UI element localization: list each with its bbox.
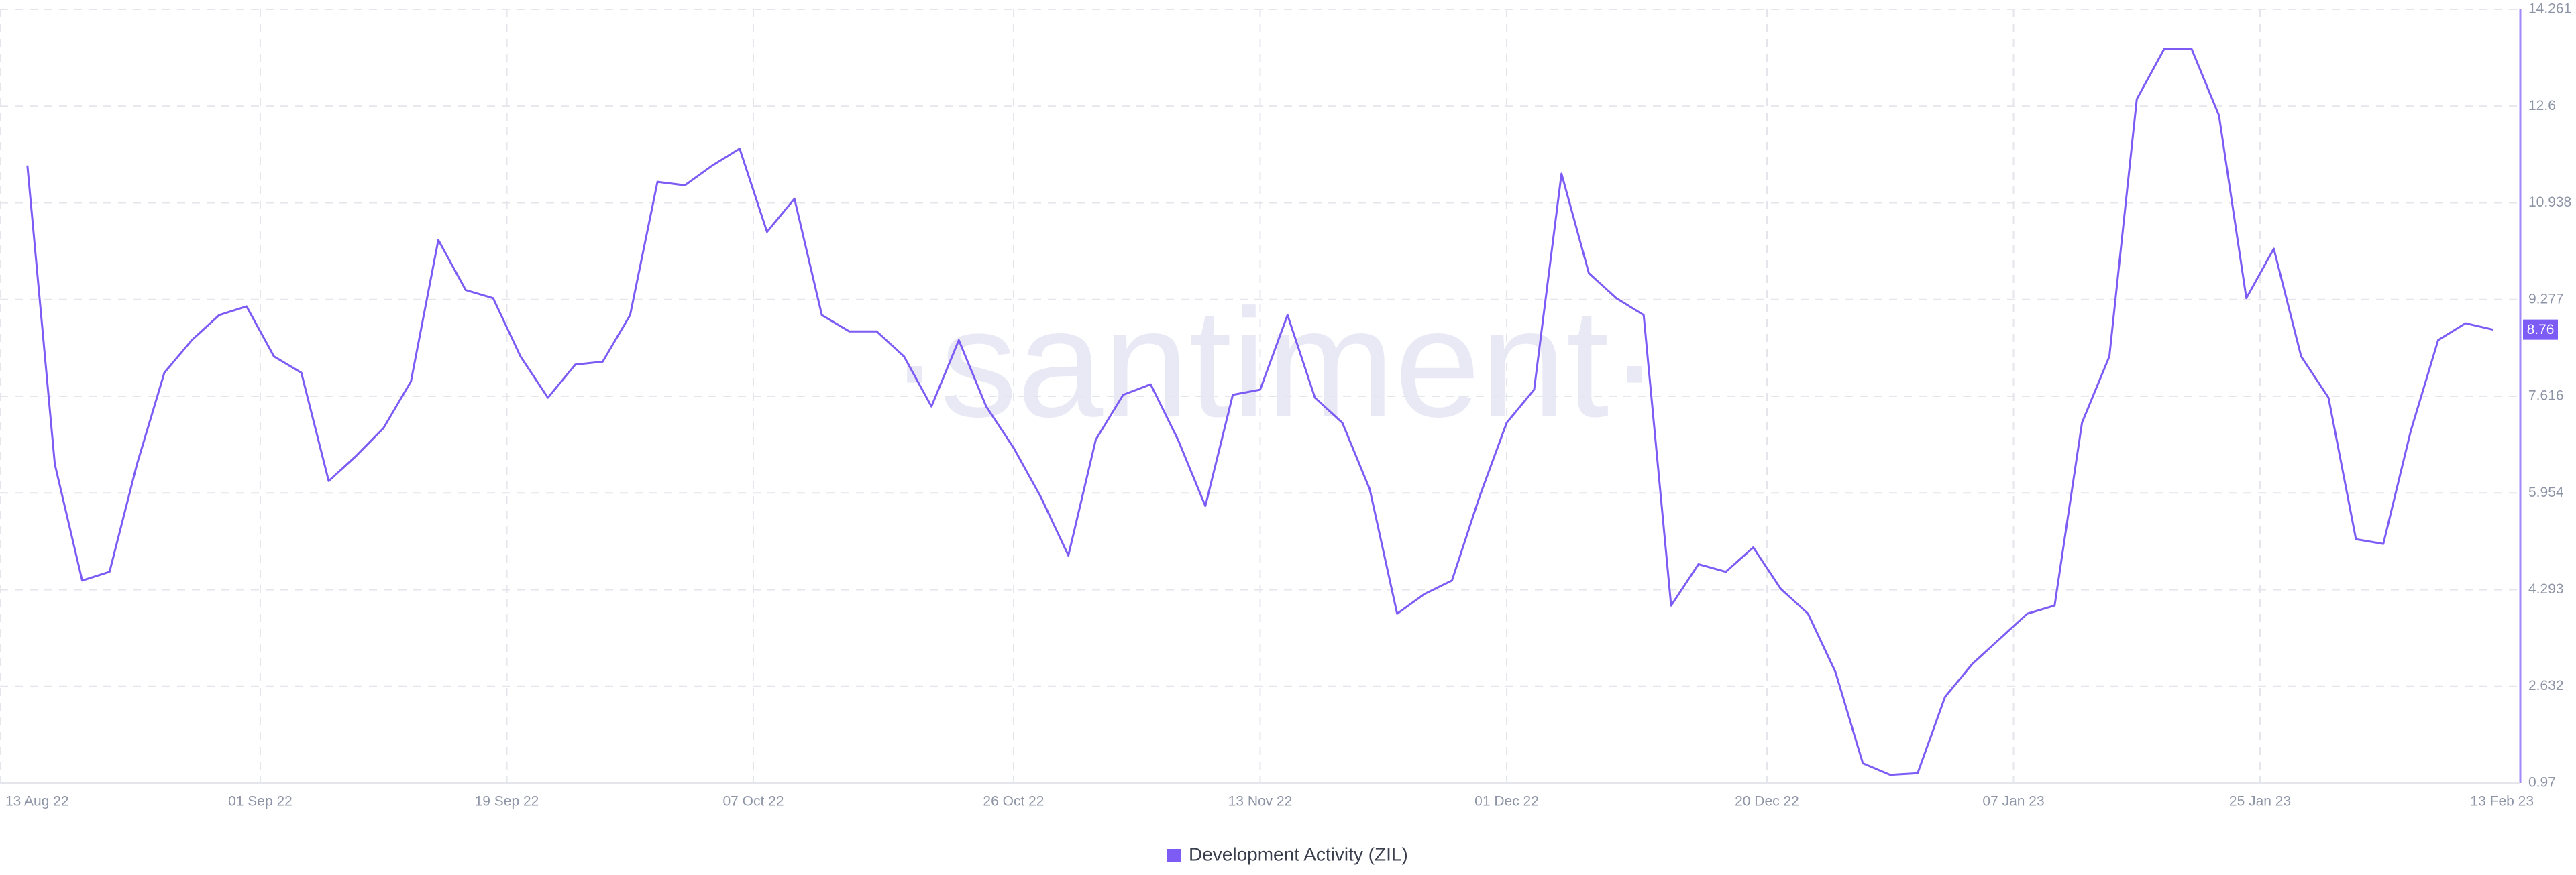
y-tick-label: 0.97	[2528, 775, 2556, 791]
x-tick-label: 19 Sep 22	[475, 794, 539, 809]
x-tick-label: 07 Oct 22	[722, 794, 784, 809]
data-line	[26, 48, 2493, 776]
last-value-label: 8.76	[2527, 322, 2555, 337]
y-tick-label: 12.6	[2528, 98, 2556, 113]
x-tick-label: 20 Dec 22	[1735, 794, 1799, 809]
y-tick-label: 2.632	[2528, 678, 2564, 693]
watermark: ·santiment·	[889, 277, 1660, 449]
x-tick-label: 13 Aug 22	[5, 794, 69, 809]
x-tick-label: 01 Dec 22	[1474, 794, 1539, 809]
x-tick-label: 01 Sep 22	[228, 794, 292, 809]
y-tick-label: 9.277	[2528, 291, 2564, 306]
y-tick-label: 5.954	[2528, 485, 2564, 500]
legend-swatch	[1167, 849, 1181, 862]
legend-label: Development Activity (ZIL)	[1189, 843, 1408, 864]
x-tick-label: 07 Jan 23	[1982, 794, 2044, 809]
x-tick-label: 13 Nov 22	[1228, 794, 1293, 809]
last-value-badge	[2523, 319, 2558, 340]
y-tick-label: 14.261	[2528, 1, 2571, 17]
x-tick-label: 13 Feb 23	[2470, 794, 2534, 809]
x-tick-label: 25 Jan 23	[2229, 794, 2291, 809]
x-tick-label: 26 Oct 22	[983, 794, 1044, 809]
y-tick-label: 4.293	[2528, 581, 2564, 597]
y-tick-label: 10.938	[2528, 194, 2571, 210]
y-tick-label: 7.616	[2528, 388, 2564, 404]
